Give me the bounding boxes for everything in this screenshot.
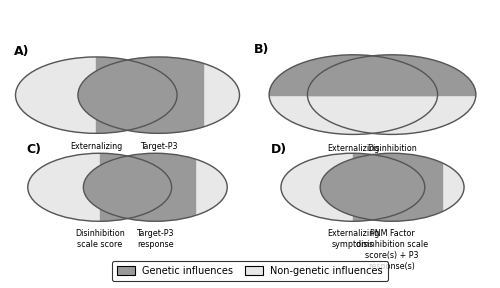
Bar: [266, 51, 442, 94]
Text: PNM Factor
disinhibition scale
score(s) + P3
response(s): PNM Factor disinhibition scale score(s) …: [356, 229, 428, 271]
Text: Disinhibition
scale score: Disinhibition scale score: [367, 144, 416, 164]
Text: Externalizing
symptoms: Externalizing symptoms: [327, 144, 380, 164]
Ellipse shape: [320, 153, 464, 221]
Ellipse shape: [28, 153, 172, 221]
Text: Externalizing
symptoms: Externalizing symptoms: [70, 142, 122, 162]
Bar: [78, 53, 203, 137]
Ellipse shape: [281, 153, 425, 221]
Text: Target-P3
response: Target-P3 response: [136, 229, 174, 249]
Bar: [96, 53, 180, 137]
Text: Externalizing
symptoms: Externalizing symptoms: [327, 229, 379, 249]
Ellipse shape: [308, 55, 476, 134]
Bar: [304, 51, 480, 94]
Bar: [320, 150, 442, 225]
Bar: [100, 150, 175, 225]
Text: Target-P3
response: Target-P3 response: [140, 142, 177, 162]
Text: A): A): [14, 45, 29, 58]
Legend: Genetic influences, Non-genetic influences: Genetic influences, Non-genetic influenc…: [112, 261, 388, 281]
Bar: [84, 150, 195, 225]
Bar: [353, 150, 428, 225]
Ellipse shape: [269, 55, 438, 134]
Ellipse shape: [84, 153, 227, 221]
Text: B): B): [254, 43, 269, 56]
Text: D): D): [271, 143, 287, 156]
Text: Disinhibition
scale score: Disinhibition scale score: [75, 229, 124, 249]
Ellipse shape: [78, 57, 239, 133]
Ellipse shape: [16, 57, 177, 133]
Text: C): C): [26, 143, 41, 156]
